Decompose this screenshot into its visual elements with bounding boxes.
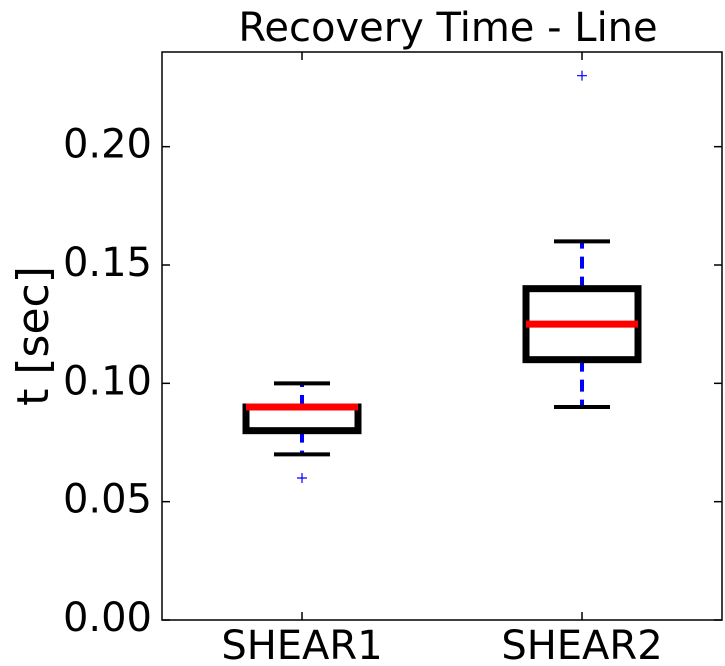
y-tick-label: 0.10 bbox=[63, 358, 152, 404]
x-tick-label: SHEAR2 bbox=[501, 623, 662, 666]
y-axis-label: t [sec] bbox=[8, 266, 59, 406]
chart-title: Recovery Time - Line bbox=[238, 5, 657, 51]
flier bbox=[297, 473, 307, 483]
y-tick-label: 0.00 bbox=[63, 595, 152, 641]
x-tick-label: SHEAR1 bbox=[221, 623, 382, 666]
flier bbox=[577, 70, 587, 81]
y-tick-label: 0.15 bbox=[63, 240, 152, 286]
y-tick-label: 0.05 bbox=[63, 477, 152, 523]
box bbox=[242, 403, 362, 435]
y-tick-label: 0.20 bbox=[63, 122, 152, 168]
plot-frame bbox=[161, 51, 723, 621]
